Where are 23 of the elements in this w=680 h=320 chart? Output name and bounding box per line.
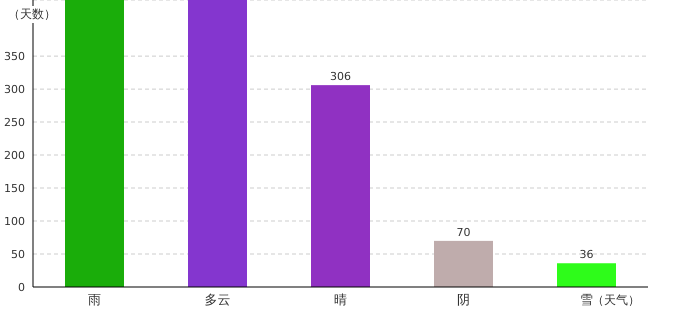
bar [311, 85, 370, 287]
bar [188, 0, 247, 287]
bar [65, 0, 124, 287]
bar [434, 240, 493, 287]
y-axis-title: （天数） [8, 6, 56, 23]
y-tick-label: 50 [11, 248, 25, 261]
y-tick-label: 150 [4, 182, 25, 195]
data-label: 36 [580, 248, 594, 262]
data-label: 70 [456, 226, 470, 239]
bar [557, 263, 616, 287]
x-tick-label: 雨 [88, 293, 101, 308]
y-tick-label: 100 [4, 214, 25, 228]
x-tick-label: 多云 [204, 293, 230, 308]
y-tick-label: 200 [4, 148, 25, 162]
y-tick-label: 0 [18, 280, 25, 294]
x-tick-label: 雪 [580, 293, 593, 308]
x-axis-title: （天气） [592, 292, 640, 309]
y-tick-label: 350 [4, 50, 25, 63]
y-tick-label: 300 [4, 82, 25, 96]
x-tick-label: 晴 [334, 293, 347, 308]
x-tick-label: 阴 [457, 293, 470, 308]
y-tick-label: 250 [4, 116, 25, 129]
data-label: 306 [330, 70, 351, 84]
